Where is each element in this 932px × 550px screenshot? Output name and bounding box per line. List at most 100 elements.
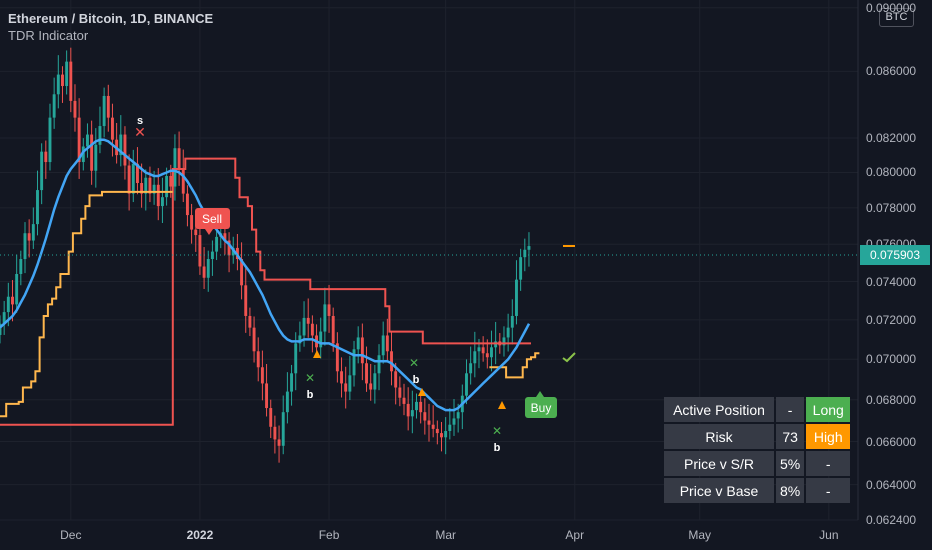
row-label: Active Position bbox=[664, 397, 774, 422]
candle bbox=[452, 398, 456, 436]
candle-body bbox=[502, 337, 506, 346]
candle bbox=[406, 387, 410, 431]
candle bbox=[73, 84, 77, 132]
candle-body bbox=[265, 383, 269, 409]
candle-body bbox=[473, 351, 477, 364]
candle-body bbox=[81, 146, 85, 163]
candle-body bbox=[110, 117, 114, 140]
candle bbox=[415, 393, 418, 419]
candle-body bbox=[319, 331, 323, 348]
candle-body bbox=[381, 335, 385, 356]
signal-b2-label: b bbox=[413, 374, 420, 386]
candle bbox=[390, 331, 393, 386]
candle bbox=[123, 126, 127, 180]
candle-body bbox=[27, 233, 31, 241]
candle bbox=[319, 317, 323, 359]
candle bbox=[381, 321, 385, 364]
candle bbox=[27, 219, 31, 258]
candle bbox=[165, 167, 169, 206]
x-tick-label: Mar bbox=[435, 528, 456, 542]
sell-label-pointer bbox=[205, 229, 213, 235]
candle bbox=[265, 363, 269, 417]
sell-label: Sell bbox=[202, 212, 222, 226]
x-tick-label: May bbox=[688, 528, 712, 542]
candle-body bbox=[15, 273, 19, 305]
candle-body bbox=[86, 134, 89, 147]
candle-body bbox=[244, 285, 248, 316]
candle-body bbox=[294, 343, 298, 374]
candle bbox=[190, 203, 194, 244]
candle bbox=[469, 346, 473, 385]
candle bbox=[356, 326, 360, 364]
candle bbox=[398, 376, 402, 407]
candle-body bbox=[519, 257, 523, 280]
candle bbox=[306, 298, 310, 338]
candle-body bbox=[448, 424, 452, 431]
candle-body bbox=[269, 408, 273, 427]
table-row: Active Position - Long bbox=[664, 397, 851, 422]
candle bbox=[81, 138, 85, 171]
symbol-title[interactable]: Ethereum / Bitcoin, 1D, BINANCE bbox=[8, 11, 214, 26]
candle-body bbox=[290, 373, 294, 392]
candle-body bbox=[31, 224, 35, 241]
candle bbox=[15, 254, 19, 313]
candle bbox=[127, 154, 131, 211]
candle-body bbox=[194, 229, 198, 236]
candle-body bbox=[510, 315, 514, 328]
candle bbox=[52, 77, 56, 129]
row-status: - bbox=[806, 478, 851, 503]
candle-body bbox=[402, 397, 406, 404]
candle bbox=[335, 332, 339, 383]
candle-body bbox=[40, 151, 44, 191]
candle bbox=[44, 140, 48, 179]
candle-body bbox=[227, 240, 231, 256]
y-tick-label: 0.072000 bbox=[866, 312, 917, 327]
candle-body bbox=[77, 117, 81, 163]
y-tick-label: 0.078000 bbox=[866, 200, 917, 215]
candle-body bbox=[527, 246, 531, 250]
y-tick-label: 0.068000 bbox=[866, 392, 917, 407]
candle-body bbox=[394, 371, 398, 388]
indicator-name[interactable]: TDR Indicator bbox=[8, 28, 89, 43]
row-status: High bbox=[806, 424, 851, 449]
candle-body bbox=[340, 371, 343, 384]
candle-body bbox=[6, 296, 10, 313]
candle-body bbox=[398, 387, 402, 398]
candle bbox=[48, 103, 52, 171]
chart-header: Ethereum / Bitcoin, 1D, BINANCE TDR Indi… bbox=[8, 10, 213, 44]
candle bbox=[36, 170, 39, 236]
candle-body bbox=[190, 215, 194, 230]
candle-body bbox=[0, 323, 2, 335]
candle bbox=[98, 106, 102, 154]
candle-body bbox=[98, 126, 102, 145]
candle bbox=[86, 123, 89, 158]
candle bbox=[227, 232, 231, 273]
candle-body bbox=[365, 363, 368, 384]
candle-body bbox=[377, 355, 381, 374]
candle bbox=[148, 166, 152, 203]
candle-body bbox=[131, 163, 135, 194]
candle bbox=[94, 128, 98, 188]
candle bbox=[40, 143, 44, 205]
candle bbox=[427, 403, 431, 442]
candle-body bbox=[48, 117, 52, 163]
candle-body bbox=[19, 259, 23, 274]
candle-body bbox=[452, 418, 456, 425]
candle bbox=[277, 425, 281, 463]
candle-body bbox=[144, 177, 148, 194]
candle-body bbox=[281, 412, 285, 446]
candle bbox=[206, 250, 210, 292]
candle-body bbox=[65, 61, 69, 87]
candle-body bbox=[456, 412, 460, 419]
candle bbox=[352, 340, 356, 387]
candle-body bbox=[61, 74, 64, 87]
moving-average-line bbox=[0, 138, 531, 412]
x-tick-label: Jun bbox=[819, 528, 839, 542]
candle-body bbox=[73, 100, 77, 118]
candle-body bbox=[390, 351, 393, 372]
candle-body bbox=[11, 296, 14, 305]
candle-body bbox=[52, 94, 56, 118]
currency-label[interactable]: BTC bbox=[879, 8, 914, 27]
candle bbox=[402, 383, 406, 416]
